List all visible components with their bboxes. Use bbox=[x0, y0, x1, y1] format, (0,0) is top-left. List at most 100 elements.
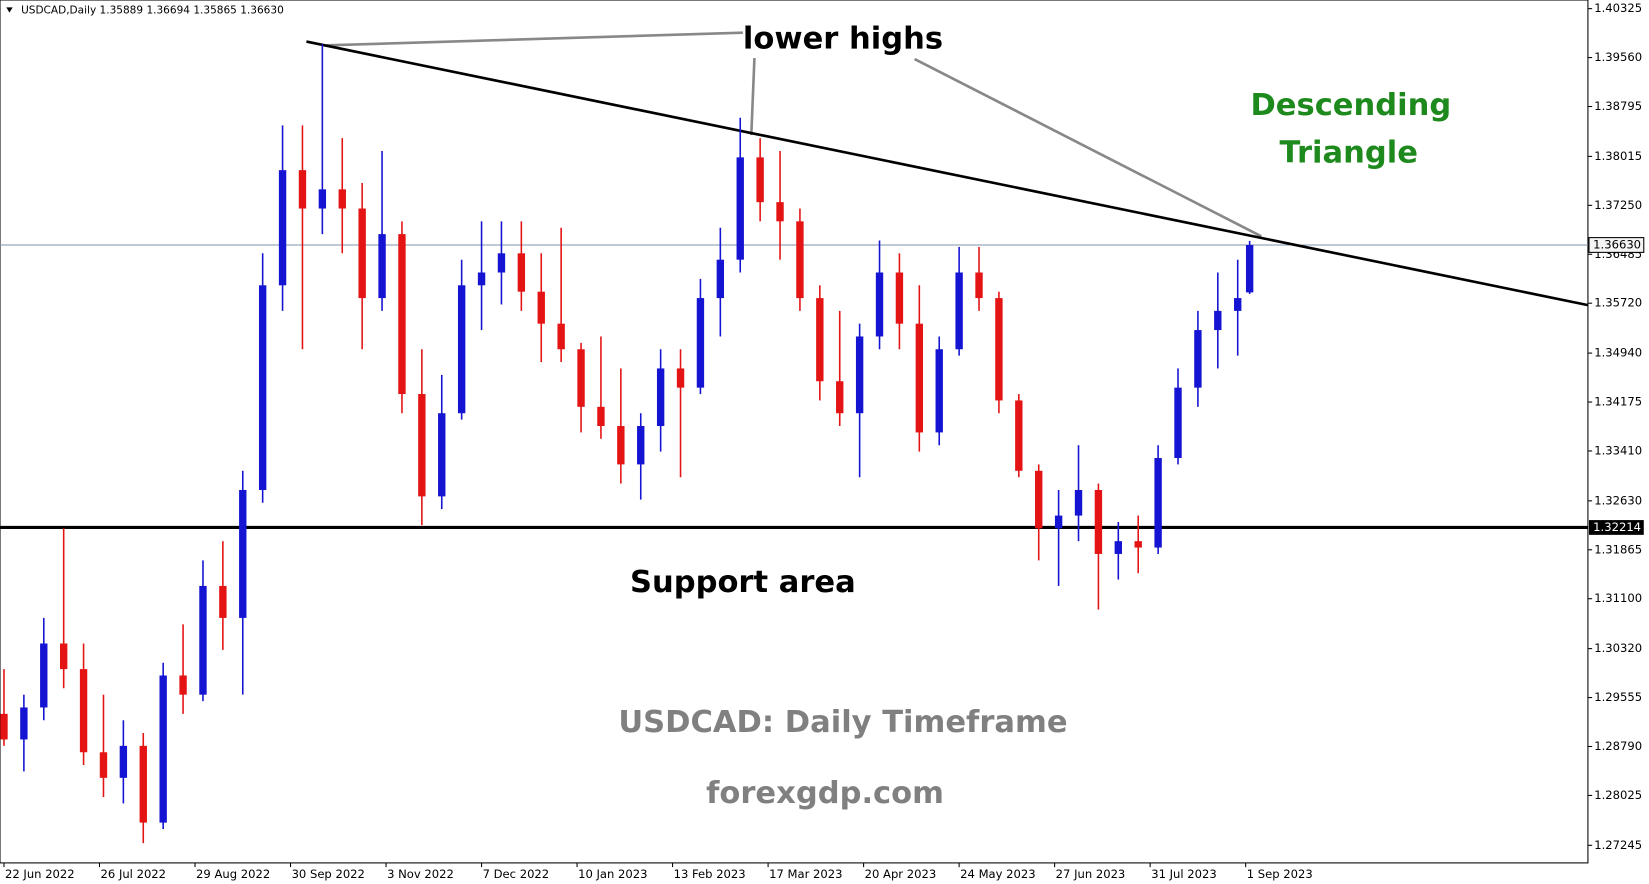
candle-body bbox=[338, 189, 346, 209]
header-close: 1.36630 bbox=[240, 5, 284, 17]
x-tick-label: 1 Sep 2023 bbox=[1247, 867, 1313, 881]
candle-body bbox=[179, 675, 187, 695]
candle-body bbox=[1035, 470, 1043, 529]
annotation: Support area bbox=[630, 565, 856, 600]
candle-body bbox=[298, 170, 307, 209]
candle-body bbox=[975, 272, 983, 299]
y-tick-label: 1.32630 bbox=[1594, 493, 1642, 507]
candle-body bbox=[239, 489, 247, 618]
annotation: Triangle bbox=[1280, 136, 1418, 171]
candle-body bbox=[776, 202, 784, 222]
candle-body bbox=[816, 298, 824, 382]
y-tick-label: 1.39560 bbox=[1594, 50, 1642, 64]
candle-body bbox=[378, 234, 386, 299]
y-tick-label: 1.34940 bbox=[1594, 346, 1642, 360]
trendline bbox=[306, 40, 1589, 307]
y-tick-label: 1.38015 bbox=[1594, 149, 1642, 163]
support-label: 1.32214 bbox=[1593, 520, 1641, 534]
candle-body bbox=[955, 272, 963, 350]
x-tick-label: 3 Nov 2022 bbox=[387, 867, 454, 881]
candle-body bbox=[796, 221, 804, 299]
y-tick-label: 1.28025 bbox=[1594, 788, 1642, 802]
x-tick-label: 26 Jul 2022 bbox=[101, 867, 166, 881]
header: USDCAD,Daily 1.35889 1.36694 1.35865 1.3… bbox=[21, 5, 284, 17]
candle-body bbox=[915, 323, 924, 433]
header-high: 1.36694 bbox=[146, 5, 190, 17]
candle-body bbox=[1074, 489, 1083, 516]
candle-body bbox=[477, 272, 486, 286]
site: forexgdp.com bbox=[706, 776, 944, 811]
header-low: 1.35865 bbox=[193, 5, 237, 17]
y-tick-label: 1.37250 bbox=[1594, 198, 1642, 212]
x-tick-label: 27 Jun 2023 bbox=[1056, 867, 1126, 881]
pointer-line bbox=[914, 57, 1262, 238]
candle-body bbox=[99, 752, 108, 778]
y-tick-label: 1.38795 bbox=[1594, 99, 1642, 113]
candle-body bbox=[676, 368, 685, 388]
candle-body bbox=[1174, 387, 1182, 459]
candle-body bbox=[1245, 244, 1254, 293]
candle-body bbox=[617, 426, 625, 465]
candle-body bbox=[438, 413, 446, 497]
candle-body bbox=[159, 675, 167, 823]
candle-body bbox=[1214, 310, 1222, 331]
x-tick-label: 31 Jul 2023 bbox=[1151, 867, 1216, 881]
y-tick-label: 1.31100 bbox=[1594, 591, 1642, 605]
candle-body bbox=[597, 406, 605, 427]
pointer-line bbox=[749, 57, 756, 136]
candle-body bbox=[836, 381, 844, 414]
x-tick-label: 22 Jun 2022 bbox=[5, 867, 75, 881]
x-tick-label: 10 Jan 2023 bbox=[578, 867, 647, 881]
candle-body bbox=[736, 157, 744, 260]
pointer-line bbox=[326, 31, 743, 47]
candle-body bbox=[457, 285, 466, 414]
annotation: Descending bbox=[1250, 88, 1451, 123]
candle-body bbox=[1234, 298, 1242, 311]
support-label-box bbox=[1588, 520, 1644, 535]
candle-body bbox=[358, 208, 366, 299]
symbol: USDCAD,Daily bbox=[21, 5, 96, 17]
candle-body bbox=[577, 349, 585, 407]
x-tick-label: 30 Sep 2022 bbox=[292, 867, 365, 881]
annotation: lower highs bbox=[743, 22, 943, 57]
candle-body bbox=[139, 745, 147, 823]
price-label: 1.36630 bbox=[1593, 237, 1641, 251]
candle-body bbox=[637, 426, 645, 465]
price-label-box bbox=[1588, 237, 1645, 253]
x-tick-label: 17 Mar 2023 bbox=[769, 867, 842, 881]
candle-body bbox=[119, 745, 128, 778]
candle-body bbox=[418, 394, 426, 497]
x-tick-label: 29 Aug 2022 bbox=[196, 867, 270, 881]
candle-body bbox=[935, 349, 943, 433]
candle-body bbox=[1054, 515, 1063, 529]
candle-body bbox=[318, 189, 327, 209]
candle-body bbox=[199, 585, 207, 695]
candle-body bbox=[895, 272, 904, 324]
candle-body bbox=[517, 253, 526, 292]
y-tick-label: 1.40325 bbox=[1594, 1, 1642, 15]
candle-body bbox=[40, 643, 48, 708]
candle-body bbox=[1114, 541, 1123, 554]
candle-body bbox=[537, 291, 545, 324]
y-tick-label: 1.30320 bbox=[1594, 641, 1642, 655]
candle-body bbox=[1194, 330, 1202, 388]
candle-body bbox=[278, 170, 287, 286]
candle-body bbox=[875, 272, 884, 337]
candle-body bbox=[1015, 400, 1023, 471]
candle-body bbox=[20, 707, 28, 740]
candle-body bbox=[716, 259, 725, 299]
candle-body bbox=[219, 585, 227, 618]
candle-body bbox=[656, 368, 665, 427]
x-tick-label: 20 Apr 2023 bbox=[865, 867, 937, 881]
candle-body bbox=[1134, 541, 1142, 548]
x-tick-label: 7 Dec 2022 bbox=[483, 867, 550, 881]
candle-body bbox=[497, 253, 506, 273]
candle-body bbox=[79, 669, 88, 753]
candle-body bbox=[995, 298, 1003, 401]
candle-body bbox=[1154, 458, 1162, 548]
y-tick-label: 1.29555 bbox=[1594, 690, 1642, 704]
candle-body bbox=[258, 285, 267, 490]
header-open: 1.35889 bbox=[100, 5, 144, 17]
